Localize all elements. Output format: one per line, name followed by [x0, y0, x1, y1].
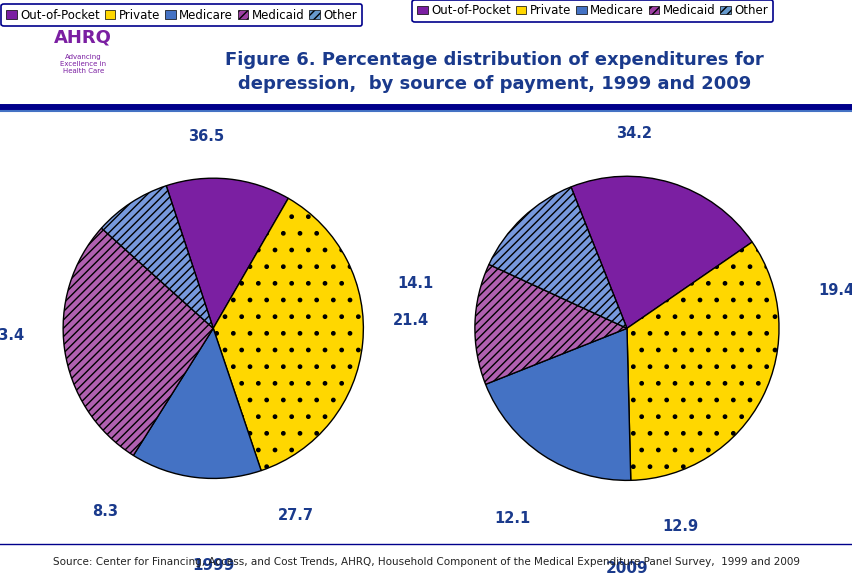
Wedge shape: [213, 198, 363, 471]
Text: 34.2: 34.2: [616, 126, 652, 141]
Text: 36.5: 36.5: [187, 128, 223, 143]
Wedge shape: [63, 228, 213, 456]
Wedge shape: [101, 185, 213, 328]
Wedge shape: [475, 264, 626, 384]
Wedge shape: [488, 187, 626, 328]
Text: 12.1: 12.1: [494, 511, 531, 526]
Text: 21.4: 21.4: [393, 313, 429, 328]
Text: 8.3: 8.3: [92, 504, 118, 519]
Text: 14.1: 14.1: [397, 276, 434, 291]
Text: Figure 6. Percentage distribution of expenditures for: Figure 6. Percentage distribution of exp…: [225, 51, 763, 70]
Text: 2009: 2009: [605, 561, 648, 576]
Text: 19.4: 19.4: [818, 283, 852, 298]
Wedge shape: [133, 328, 261, 479]
Text: 12.9: 12.9: [661, 518, 698, 533]
Legend: Out-of-Pocket, Private, Medicare, Medicaid, Other: Out-of-Pocket, Private, Medicare, Medica…: [2, 4, 362, 26]
Text: 27.7: 27.7: [278, 509, 314, 524]
Legend: Out-of-Pocket, Private, Medicare, Medicaid, Other: Out-of-Pocket, Private, Medicare, Medica…: [412, 0, 772, 22]
Text: 13.4: 13.4: [0, 328, 24, 343]
Wedge shape: [166, 178, 288, 328]
Wedge shape: [485, 328, 630, 480]
Text: Advancing
Excellence in
Health Care: Advancing Excellence in Health Care: [60, 54, 106, 74]
Text: AHRQ: AHRQ: [55, 28, 112, 46]
Wedge shape: [626, 242, 778, 480]
Text: Source: Center for Financing, Access, and Cost Trends, AHRQ, Household Component: Source: Center for Financing, Access, an…: [53, 558, 799, 567]
Text: 1999: 1999: [192, 558, 234, 573]
Wedge shape: [570, 176, 751, 328]
Text: depression,  by source of payment, 1999 and 2009: depression, by source of payment, 1999 a…: [238, 74, 751, 93]
